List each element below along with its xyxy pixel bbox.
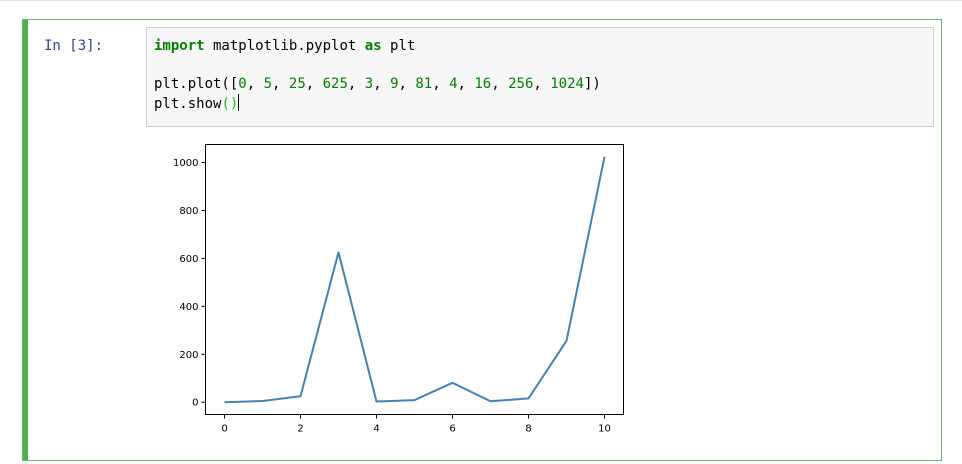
- y-tick-label: 600: [179, 254, 198, 265]
- matched-parens: (): [221, 96, 239, 112]
- list-separator: ,: [246, 76, 264, 92]
- top-divider: [0, 0, 962, 1]
- list-number: 625: [322, 76, 348, 92]
- input-prompt: In [3]:: [44, 38, 104, 54]
- list-number: 25: [288, 76, 306, 92]
- list-number: 1024: [550, 76, 584, 92]
- list-separator: ,: [533, 76, 551, 92]
- x-tick-label: 0: [221, 424, 227, 435]
- list-number: 81: [415, 76, 433, 92]
- list-separator: ,: [305, 76, 323, 92]
- y-tick-label: 0: [192, 398, 198, 409]
- list-number: 9: [390, 76, 399, 92]
- x-axis-ticks: 0 2 4 6 8 10: [221, 414, 611, 435]
- text-cursor: [238, 94, 240, 111]
- cell-selection-bar: [23, 20, 28, 460]
- y-tick-label: 200: [179, 350, 198, 361]
- list-separator: ,: [398, 76, 416, 92]
- list-separator: ,: [272, 76, 289, 92]
- cell-output: 0 2 4 6 8 10 0 200 400 600 800 1000: [146, 138, 934, 448]
- y-tick-label: 800: [179, 206, 198, 217]
- y-tick-label: 1000: [173, 158, 198, 169]
- list-number: 4: [449, 76, 458, 92]
- list-number: 0: [238, 76, 247, 92]
- code-editor[interactable]: import matplotlib.pyplot as plt plt.plot…: [146, 27, 934, 127]
- list-separator: ,: [457, 76, 475, 92]
- module-name: matplotlib.pyplot: [204, 38, 365, 54]
- series-line: [224, 156, 606, 404]
- line-chart: 0 2 4 6 8 10 0 200 400 600 800 1000: [173, 144, 624, 435]
- list-separator: ,: [347, 76, 365, 92]
- list-number: 256: [508, 76, 534, 92]
- y-tick-label: 400: [179, 302, 198, 313]
- x-tick-label: 10: [598, 424, 611, 435]
- as-keyword: as: [364, 38, 382, 54]
- x-tick-label: 4: [373, 424, 379, 435]
- code-text: import matplotlib.pyplot as plt plt.plot…: [154, 37, 601, 114]
- x-tick-label: 2: [297, 424, 303, 435]
- plot-area-frame: [205, 144, 624, 415]
- series-group: [224, 156, 606, 404]
- show-call: plt.show: [154, 96, 222, 112]
- y-axis-ticks: 0 200 400 600 800 1000: [173, 158, 206, 409]
- list-number: 5: [263, 76, 273, 92]
- x-tick-label: 8: [525, 424, 531, 435]
- list-separator: ,: [373, 76, 391, 92]
- plot-call-close: ]): [583, 76, 601, 92]
- plot-call: plt.plot([: [154, 76, 239, 92]
- list-number: 16: [474, 76, 492, 92]
- alias-name: plt: [381, 38, 416, 54]
- x-tick-label: 6: [449, 424, 455, 435]
- list-separator: ,: [432, 76, 450, 92]
- list-separator: ,: [491, 76, 509, 92]
- list-number: 3: [364, 76, 374, 92]
- import-keyword: import: [154, 38, 205, 54]
